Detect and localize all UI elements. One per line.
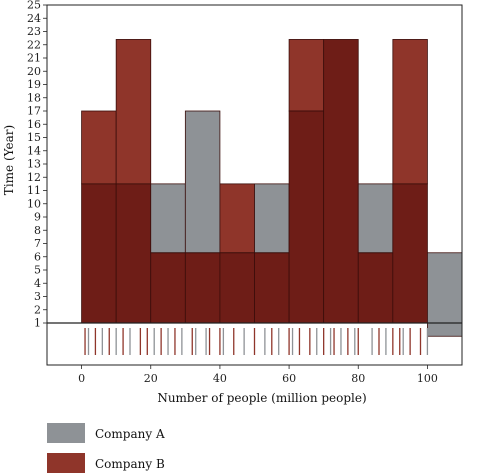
y-tick-label: 19 bbox=[27, 78, 41, 91]
bar-overlap-2 bbox=[150, 252, 186, 324]
y-tick-label: 23 bbox=[27, 25, 41, 38]
rug-layer bbox=[84, 328, 429, 355]
bar-excess-3 bbox=[184, 110, 221, 254]
bar-overlap-1 bbox=[115, 183, 152, 324]
plot-frame bbox=[46, 4, 463, 366]
y-tick-label: 7 bbox=[34, 237, 41, 250]
y-tick-label: 9 bbox=[34, 211, 41, 224]
bar-overlap-8 bbox=[357, 252, 394, 324]
y-tick-label: 14 bbox=[27, 144, 41, 157]
y-tick-label: 22 bbox=[27, 38, 41, 51]
y-tick-label: 4 bbox=[34, 277, 41, 290]
y-tick-label: 3 bbox=[34, 290, 41, 303]
legend-swatch-1 bbox=[47, 453, 85, 473]
legend-label-1: Company B bbox=[95, 457, 165, 471]
bar-overlap-9 bbox=[392, 183, 428, 324]
bar-excess-9 bbox=[392, 39, 428, 185]
y-tick-label: 24 bbox=[27, 12, 41, 25]
ticks-layer: 1234567891011121314151617181920212223242… bbox=[27, 0, 438, 385]
y-tick-label: 25 bbox=[27, 0, 41, 12]
x-tick-label: 80 bbox=[351, 372, 365, 385]
bar-overlap-5 bbox=[254, 252, 290, 324]
bar-overlap-7 bbox=[323, 39, 359, 324]
bar-excess-6 bbox=[288, 39, 325, 112]
y-tick-label: 8 bbox=[34, 224, 41, 237]
x-axis-title: Number of people (million people) bbox=[157, 391, 366, 405]
bar-overlap-3 bbox=[184, 252, 221, 324]
y-tick-label: 10 bbox=[27, 197, 41, 210]
y-tick-label: 17 bbox=[27, 105, 41, 118]
y-tick-label: 1 bbox=[34, 317, 41, 330]
legend-swatch-0 bbox=[47, 423, 85, 443]
x-tick-label: 20 bbox=[144, 372, 158, 385]
x-tick-label: 40 bbox=[213, 372, 227, 385]
y-tick-label: 6 bbox=[34, 250, 41, 263]
axes-layer bbox=[46, 4, 463, 366]
x-tick-label: 0 bbox=[78, 372, 85, 385]
bar-overlap-0 bbox=[81, 183, 117, 324]
y-tick-label: 21 bbox=[27, 52, 41, 65]
legend: Company A Company B bbox=[47, 423, 165, 473]
bar-excess-1 bbox=[115, 39, 152, 185]
x-tick-label: 100 bbox=[417, 372, 438, 385]
bar-excess-4 bbox=[219, 183, 255, 254]
bar-overlap-4 bbox=[219, 252, 255, 324]
y-tick-label: 15 bbox=[27, 131, 41, 144]
bar-excess-2 bbox=[150, 183, 186, 254]
y-tick-label: 11 bbox=[27, 184, 41, 197]
bar-excess-10 bbox=[427, 252, 463, 337]
bars-layer bbox=[81, 39, 463, 337]
bar-excess-5 bbox=[254, 183, 290, 254]
y-tick-label: 18 bbox=[27, 91, 41, 104]
legend-label-0: Company A bbox=[95, 427, 165, 441]
bar-overlap-6 bbox=[288, 110, 325, 324]
y-tick-label: 2 bbox=[34, 303, 41, 316]
y-tick-label: 5 bbox=[34, 264, 41, 277]
y-tick-label: 12 bbox=[27, 171, 41, 184]
bar-excess-8 bbox=[357, 183, 394, 254]
y-tick-label: 20 bbox=[27, 65, 41, 78]
bar-excess-0 bbox=[81, 110, 117, 185]
y-axis-title: Time (Year) bbox=[2, 125, 16, 195]
x-tick-label: 60 bbox=[282, 372, 296, 385]
y-tick-label: 13 bbox=[27, 158, 41, 171]
y-tick-label: 16 bbox=[27, 118, 41, 131]
